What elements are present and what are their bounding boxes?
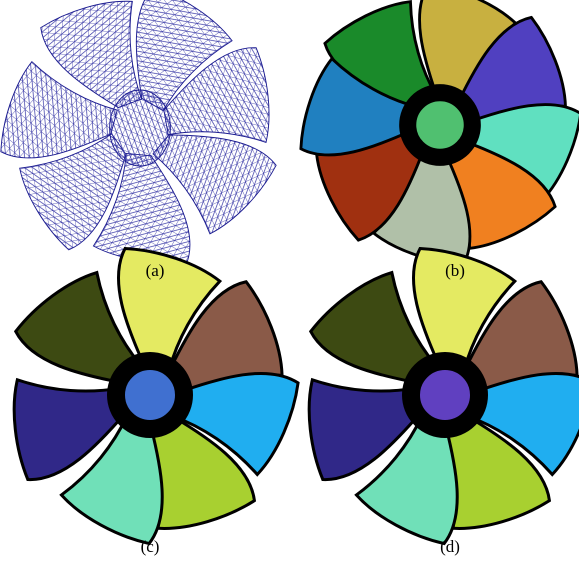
- segmented-fan: [299, 242, 579, 550]
- caption: (c): [141, 537, 160, 556]
- segmented-fan: [4, 242, 304, 550]
- caption: (d): [440, 537, 460, 556]
- segmented-fan: [295, 0, 579, 270]
- caption: (a): [146, 261, 165, 280]
- wireframe-fan: [0, 0, 281, 266]
- caption: (b): [445, 261, 465, 280]
